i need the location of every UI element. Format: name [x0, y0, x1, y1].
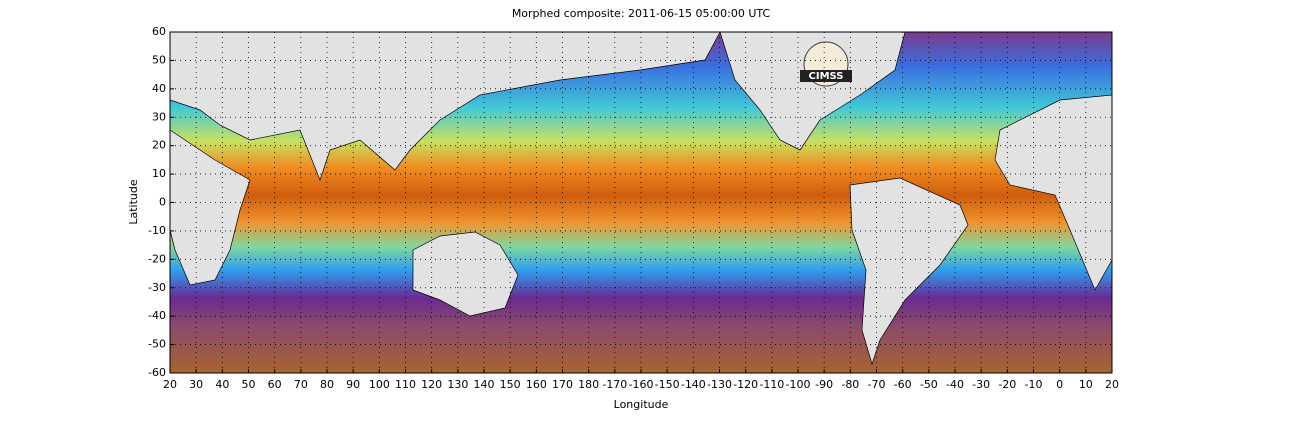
x-tick-label: 0: [1056, 378, 1063, 391]
x-tick-label: 30: [189, 378, 203, 391]
y-tick-label: 50: [152, 53, 166, 66]
x-axis-label: Longitude: [614, 398, 669, 411]
y-tick-label: 10: [152, 167, 166, 180]
x-tick-label: 40: [215, 378, 229, 391]
land: [169, 31, 1113, 366]
x-tick-label: -60: [894, 378, 912, 391]
x-tick-label: -150: [655, 378, 680, 391]
logo-text: CIMSS: [809, 71, 844, 82]
x-tick-label: -80: [841, 378, 859, 391]
x-tick-label: 20: [1105, 378, 1119, 391]
x-tick-label: -90: [815, 378, 833, 391]
x-tick-label: 170: [552, 378, 573, 391]
x-tick-label: 20: [163, 378, 177, 391]
y-tick-label: 30: [152, 110, 166, 123]
x-tick-label: 160: [526, 378, 547, 391]
x-tick-label: 60: [268, 378, 282, 391]
x-tick-label: -30: [972, 378, 990, 391]
x-tick-label: -70: [868, 378, 886, 391]
x-tick-label: -10: [1025, 378, 1043, 391]
y-tick-label: -60: [148, 366, 166, 379]
x-tick-label: 70: [294, 378, 308, 391]
x-tick-label: -140: [681, 378, 706, 391]
x-tick-label: -40: [946, 378, 964, 391]
x-tick-label: 150: [500, 378, 521, 391]
x-tick-label: 100: [369, 378, 390, 391]
x-tick-label: -110: [759, 378, 784, 391]
y-tick-label: -30: [148, 281, 166, 294]
x-tick-label: 90: [346, 378, 360, 391]
y-tick-label: 20: [152, 139, 166, 152]
x-tick-label: -20: [998, 378, 1016, 391]
y-tick-label: 40: [152, 82, 166, 95]
x-tick-label: 10: [1079, 378, 1093, 391]
y-tick-label: -40: [148, 309, 166, 322]
y-axis-label: Latitude: [127, 179, 140, 225]
plot-frame: [169, 31, 1113, 374]
x-tick-label: 110: [395, 378, 416, 391]
chart-title: Morphed composite: 2011-06-15 05:00:00 U…: [512, 7, 771, 20]
x-tick-label: 130: [447, 378, 468, 391]
y-tick-label: 60: [152, 25, 166, 38]
x-tick-label: 120: [421, 378, 442, 391]
x-tick-label: 50: [242, 378, 256, 391]
y-tick-label: -10: [148, 224, 166, 237]
x-tick-label: 80: [320, 378, 334, 391]
y-tick-label: -20: [148, 252, 166, 265]
x-tick-label: -120: [733, 378, 758, 391]
x-tick-label: 180: [578, 378, 599, 391]
y-tick-label: 0: [159, 196, 166, 209]
x-tick-label: -130: [707, 378, 732, 391]
x-tick-label: 140: [474, 378, 495, 391]
x-tick-label: -50: [920, 378, 938, 391]
x-tick-label: -170: [602, 378, 627, 391]
x-tick-label: -160: [629, 378, 654, 391]
y-tick-label: -50: [148, 338, 166, 351]
logo: CIMSS: [800, 41, 852, 87]
x-tick-label: -100: [786, 378, 811, 391]
